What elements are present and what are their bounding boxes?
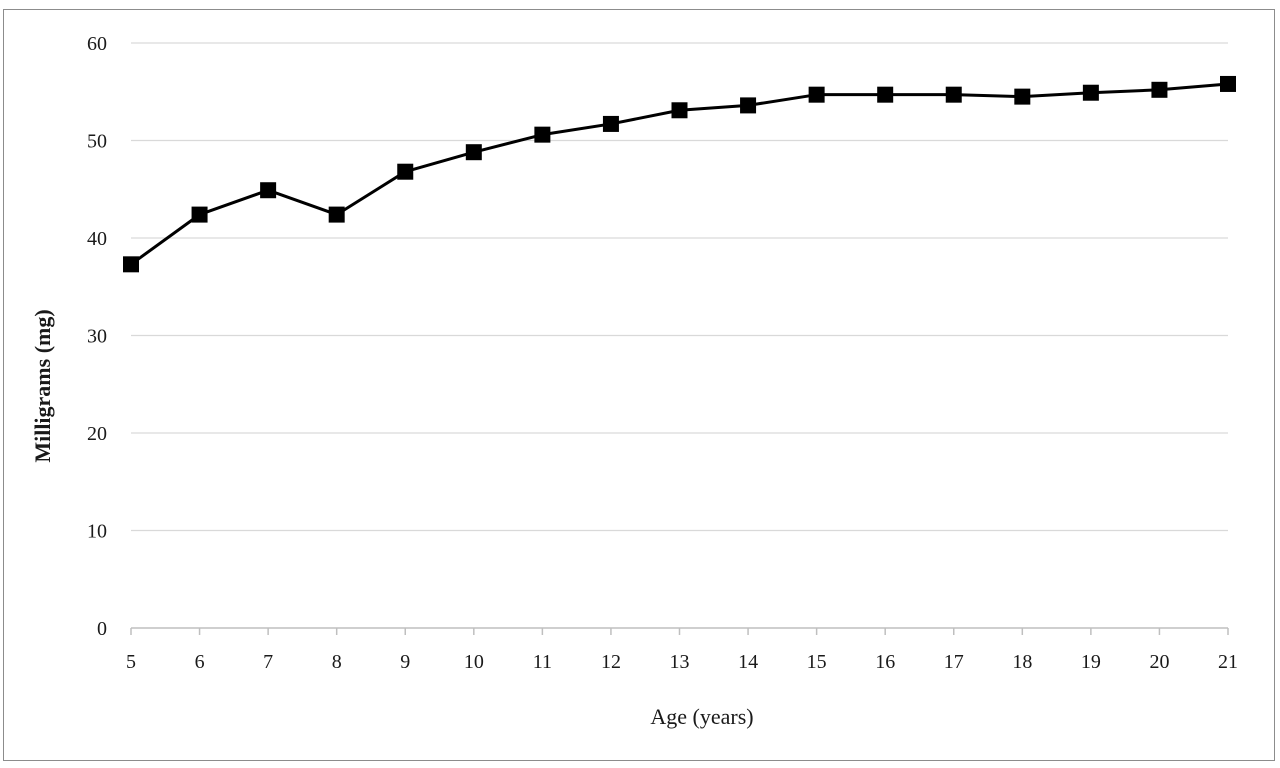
x-tick-label: 5 — [126, 651, 136, 673]
x-tick-label: 14 — [738, 651, 758, 673]
x-tick-label: 9 — [400, 651, 410, 673]
x-tick-label: 10 — [464, 651, 484, 673]
data-point — [465, 144, 482, 161]
y-axis-title: Milligrams (mg) — [30, 309, 55, 462]
x-tick-label: 7 — [263, 651, 273, 673]
gridlines — [131, 42, 1228, 532]
x-tick-label: 20 — [1149, 651, 1169, 673]
x-tick-label: 18 — [1012, 651, 1032, 673]
data-point — [260, 182, 277, 199]
x-axis-ticks: 5 6 7 8 9 10 11 12 13 14 15 16 17 18 19 20 21 — [126, 628, 1238, 673]
y-tick-label: 60 — [87, 33, 107, 55]
y-tick-label: 50 — [87, 131, 107, 153]
x-tick-label: 17 — [944, 651, 964, 673]
data-point — [1082, 84, 1099, 101]
data-point — [877, 86, 894, 103]
data-point — [1220, 75, 1236, 92]
data-point — [1151, 81, 1168, 98]
data-point — [328, 206, 345, 223]
data-point — [808, 86, 825, 103]
y-tick-label: 40 — [87, 228, 107, 250]
x-tick-label: 8 — [332, 651, 342, 673]
y-tick-label: 0 — [97, 618, 107, 640]
x-tick-label: 21 — [1218, 651, 1238, 673]
series-layer — [123, 75, 1236, 273]
data-point — [740, 97, 757, 114]
data-point — [191, 206, 208, 223]
data-point — [671, 102, 688, 119]
data-point — [397, 163, 414, 180]
data-point — [534, 126, 551, 143]
data-point — [1014, 88, 1031, 105]
x-tick-label: 6 — [195, 651, 205, 673]
data-point — [123, 256, 139, 273]
x-tick-label: 15 — [807, 651, 827, 673]
x-tick-label: 16 — [875, 651, 895, 673]
chart-frame — [3, 9, 1275, 761]
y-tick-label: 20 — [87, 423, 107, 445]
data-point — [602, 115, 619, 132]
x-tick-label: 13 — [670, 651, 690, 673]
x-axis-title: Age (years) — [650, 704, 753, 729]
x-tick-label: 19 — [1081, 651, 1101, 673]
y-axis-ticks: 0 10 20 30 40 50 60 — [87, 33, 107, 640]
data-point — [945, 86, 962, 103]
y-tick-label: 30 — [87, 326, 107, 348]
x-tick-label: 11 — [533, 651, 552, 673]
x-tick-label: 12 — [601, 651, 621, 673]
y-tick-label: 10 — [87, 521, 107, 543]
